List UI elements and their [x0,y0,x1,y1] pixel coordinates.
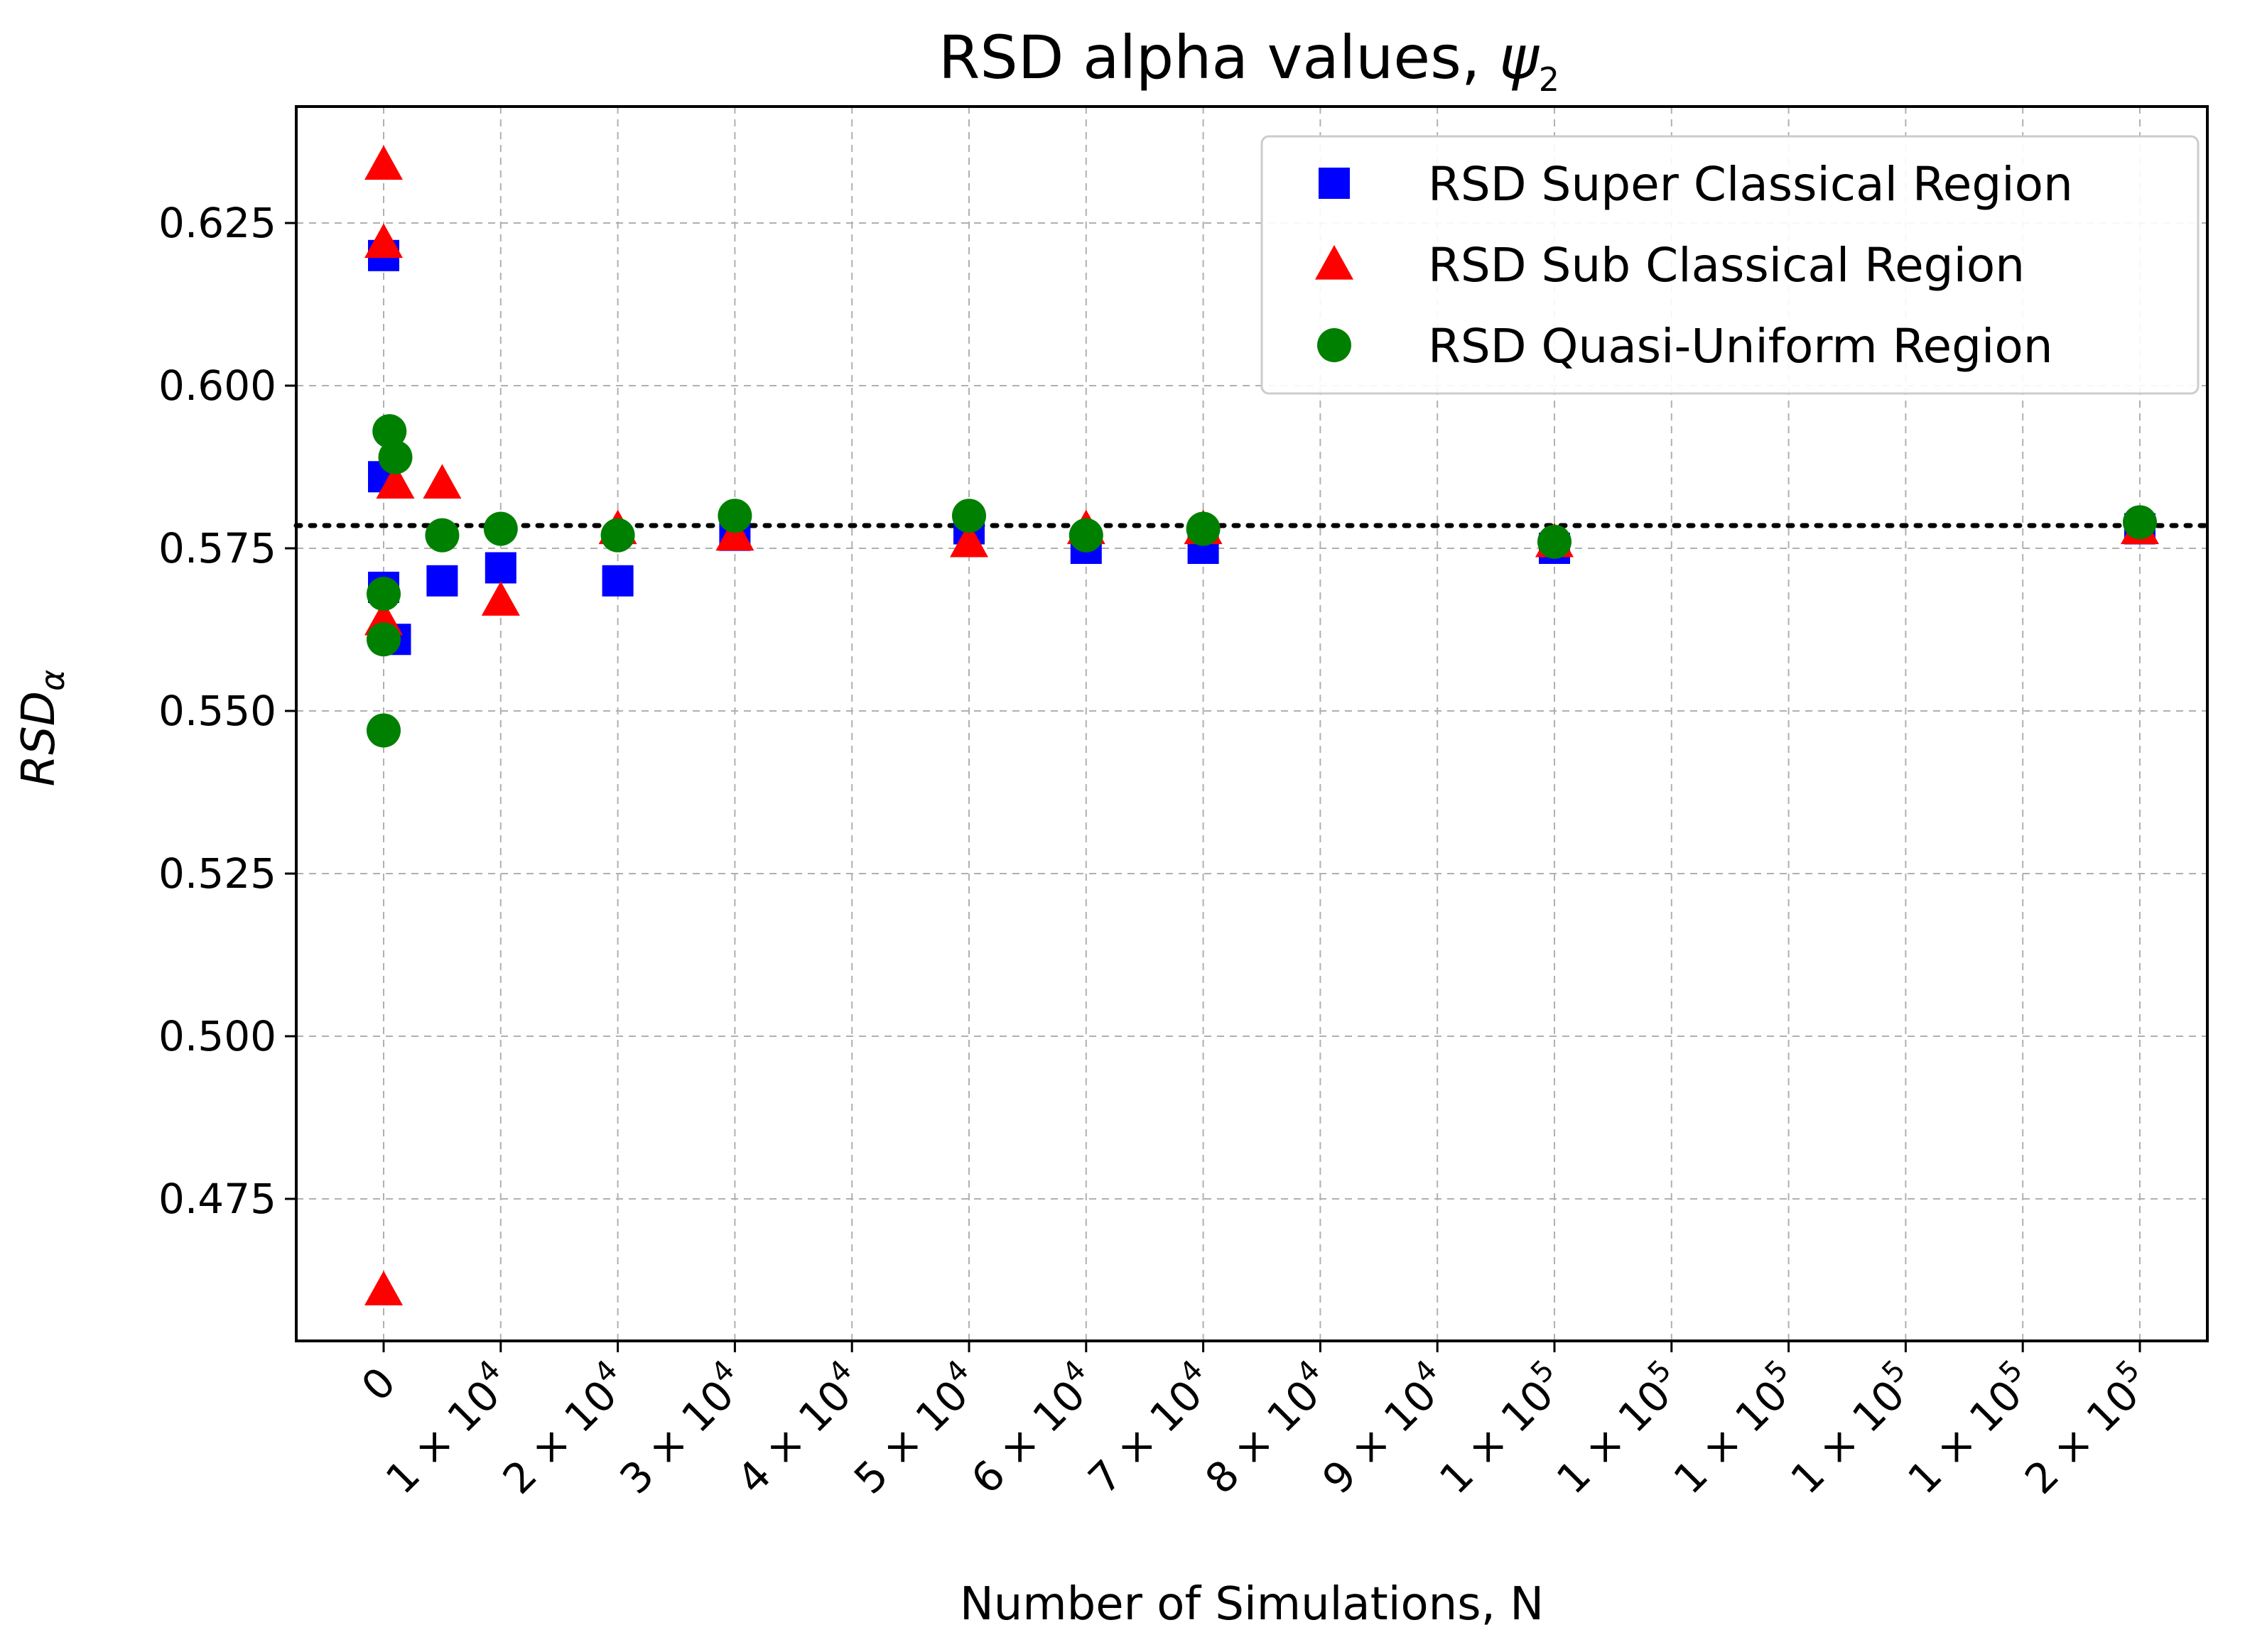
y-tick-label: 0.500 [158,1012,276,1060]
legend-entry-label: RSD Super Classical Region [1428,157,2073,212]
y-axis-label: RSDα [13,670,72,787]
y-tick-label: 0.550 [158,687,276,735]
data-point-triangle [950,522,988,558]
data-point-circle [483,511,518,546]
legend-marker-circle [1317,328,1351,362]
data-point-circle [367,713,401,748]
y-tick-label: 0.525 [158,849,276,898]
x-tick-label: 1 × 105 [1895,1354,2044,1503]
legend-entry-label: RSD Quasi-Uniform Region [1428,319,2053,374]
x-tick-label: 1 × 105 [1543,1354,1692,1503]
x-tick-label: 1 × 105 [1778,1354,1927,1503]
x-tick-label: 8 × 104 [1192,1354,1341,1503]
legend-box [1260,135,2200,395]
data-point-triangle [364,145,403,180]
data-point-circle [2123,505,2157,540]
y-tick-label: 0.575 [158,524,276,572]
data-point-triangle [423,464,462,499]
x-tick-label: 4 × 104 [724,1354,873,1503]
data-point-circle [378,440,413,474]
x-tick-label: 1 × 105 [1660,1354,1809,1503]
chart-title: RSD alpha values, ψ2 [938,23,1559,99]
data-point-circle [1186,511,1221,546]
data-point-circle [952,499,986,533]
data-point-circle [718,499,752,533]
data-point-circle [600,518,635,553]
data-point-triangle [364,1271,403,1305]
x-tick-label: 2 × 104 [489,1354,639,1503]
x-tick-label: 3 × 104 [607,1354,756,1503]
legend-marker-square [1319,168,1350,199]
data-point-square [426,565,458,597]
legend: RSD Super Classical Region RSD Sub Classi… [1260,135,2200,395]
x-tick-label: 1 × 104 [372,1354,521,1503]
data-point-triangle [364,223,403,259]
y-tick-label: 0.625 [158,199,276,247]
data-point-circle [425,518,460,553]
data-point-triangle [376,464,415,499]
x-tick-label: 9 × 104 [1309,1354,1459,1503]
y-axis-ticks: 0.475 0.500 0.525 0.550 0.575 0.600 0.625 [158,199,296,1223]
x-tick-label: 2 × 105 [2011,1354,2160,1503]
data-point-triangle [481,581,520,616]
data-point-square [485,552,516,584]
data-point-triangle [715,516,754,551]
legend-marker-triangle [1315,245,1353,280]
data-point-circle [367,577,401,612]
series-circle-points [367,414,2157,748]
data-point-circle [1069,518,1103,553]
plot-area-frame [295,105,2209,1342]
data-point-circle [1537,524,1572,559]
x-axis-label: Number of Simulations, N [960,1578,1544,1631]
data-points [364,145,2159,1305]
legend-entry-label: RSD Sub Classical Region [1428,238,2025,293]
data-point-circle [372,414,407,449]
x-tick-label: 6 × 104 [958,1354,1107,1503]
y-tick-label: 0.600 [158,362,276,410]
data-point-circle [367,622,401,657]
data-point-square [602,565,634,597]
y-tick-label: 0.475 [158,1175,276,1223]
x-tick-label: 1 × 105 [1426,1354,1575,1503]
x-tick-label: 0 [352,1358,405,1411]
x-tick-label: 5 × 104 [840,1354,990,1503]
x-tick-label: 7 × 104 [1075,1354,1224,1503]
